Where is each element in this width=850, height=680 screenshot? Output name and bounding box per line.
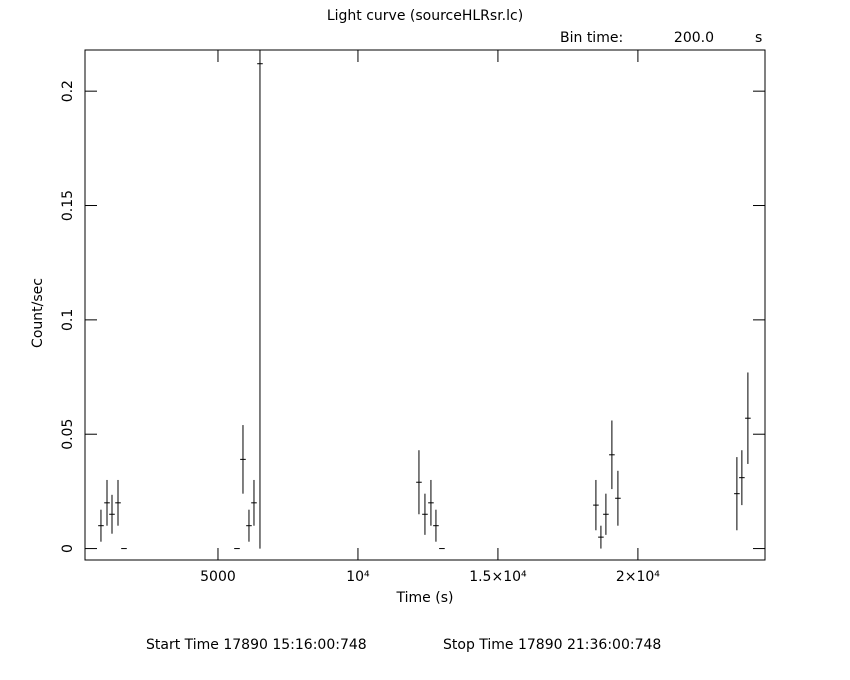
y-tick-label: 0.15 xyxy=(60,190,76,221)
x-tick-label: 5000 xyxy=(200,569,236,585)
chart-title: Light curve (sourceHLRsr.lc) xyxy=(327,8,523,24)
x-tick-label: 2×10⁴ xyxy=(616,569,660,585)
y-tick-label: 0 xyxy=(60,544,76,553)
plot-area xyxy=(98,50,751,550)
x-tick-label: 10⁴ xyxy=(346,569,370,585)
bin-time: 200.0 xyxy=(674,30,714,46)
x-axis-label: Time (s) xyxy=(396,590,454,606)
plot-frame xyxy=(84,49,766,561)
x-tick-label: 1.5×10⁴ xyxy=(469,569,527,585)
y-axis-label: Count/sec xyxy=(30,278,46,348)
y-tick-label: 0.05 xyxy=(60,419,76,450)
start-time: Start Time 17890 15:16:00:748 xyxy=(146,637,367,653)
stop-time: Stop Time 17890 21:36:00:748 xyxy=(443,637,661,653)
y-tick-label: 0.2 xyxy=(60,80,76,102)
y-tick-label: 0.1 xyxy=(60,309,76,331)
bin-time-unit: s xyxy=(755,30,762,46)
bin-time-label: Bin time: xyxy=(560,30,623,46)
